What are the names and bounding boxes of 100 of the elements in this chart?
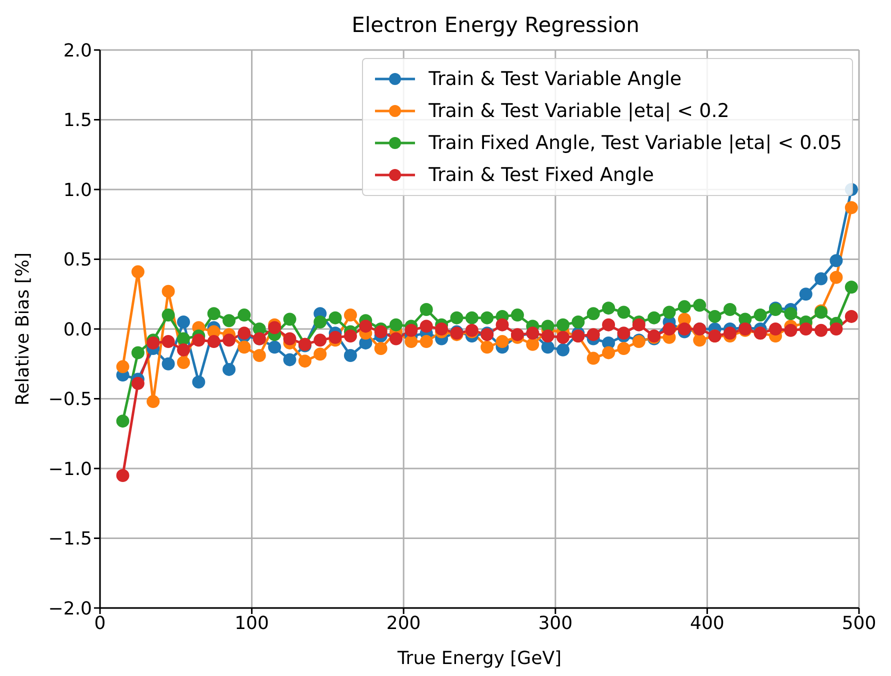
point xyxy=(648,311,661,324)
y-tick-label: 1.5 xyxy=(63,110,92,132)
point xyxy=(435,322,448,336)
point xyxy=(541,340,554,354)
legend-label: Train & Test Fixed Angle xyxy=(428,164,654,186)
point xyxy=(131,265,144,278)
x-tick-label: 200 xyxy=(386,612,421,634)
point xyxy=(314,348,327,361)
point xyxy=(678,300,691,314)
point xyxy=(176,343,190,356)
point xyxy=(662,322,676,336)
point xyxy=(238,308,251,322)
point xyxy=(632,318,646,332)
point xyxy=(390,318,403,332)
x-axis-title: True Energy [GeV] xyxy=(396,648,562,669)
point xyxy=(192,334,206,347)
point xyxy=(298,354,312,368)
legend-label: Train & Test Variable |eta| < 0.2 xyxy=(428,100,730,122)
point xyxy=(496,318,509,332)
point xyxy=(283,353,296,366)
point xyxy=(176,356,190,369)
point xyxy=(404,324,418,337)
point xyxy=(844,201,858,214)
y-tick-label: −0.5 xyxy=(48,389,92,410)
point xyxy=(283,312,296,326)
point xyxy=(693,298,706,312)
point xyxy=(344,329,357,342)
point xyxy=(238,340,251,354)
point xyxy=(344,349,357,362)
chart-title: Electron Energy Regression xyxy=(350,12,640,39)
point xyxy=(662,306,676,319)
x-tick-label: 100 xyxy=(234,612,269,634)
point xyxy=(830,254,843,268)
point xyxy=(404,335,418,348)
point xyxy=(116,468,130,482)
point xyxy=(146,395,160,408)
point xyxy=(314,316,327,329)
point xyxy=(480,340,494,354)
point xyxy=(222,334,236,347)
point xyxy=(374,325,388,338)
point xyxy=(526,338,540,351)
point xyxy=(450,311,464,324)
point xyxy=(602,346,616,360)
point xyxy=(268,340,282,354)
point xyxy=(207,307,220,320)
point xyxy=(586,328,600,342)
point xyxy=(830,322,843,336)
point xyxy=(390,332,403,346)
point xyxy=(799,288,812,301)
point xyxy=(268,321,282,334)
point xyxy=(420,335,433,348)
point xyxy=(146,336,160,350)
point xyxy=(586,307,600,320)
point xyxy=(556,330,570,344)
point xyxy=(556,318,570,332)
legend-label: Train & Test Variable Angle xyxy=(428,68,682,90)
y-axis-title: Relative Bias [%] xyxy=(12,252,34,406)
y-tick-label: −2.0 xyxy=(48,598,92,620)
point xyxy=(328,311,342,324)
y-tick-label: 0.5 xyxy=(63,250,92,271)
point xyxy=(844,310,858,323)
point xyxy=(116,414,130,428)
point xyxy=(556,343,570,356)
point xyxy=(602,302,616,315)
point xyxy=(222,362,236,376)
x-tick-label: 300 xyxy=(538,612,573,634)
point xyxy=(586,352,600,365)
point xyxy=(176,332,190,346)
point xyxy=(328,330,342,344)
y-tick-label: 1.0 xyxy=(63,180,92,201)
point xyxy=(283,332,296,346)
point xyxy=(465,311,478,324)
point xyxy=(799,322,812,336)
point xyxy=(830,270,843,284)
x-tick-label: 400 xyxy=(690,612,724,634)
point xyxy=(496,335,509,348)
y-tick-label: 2.0 xyxy=(63,40,92,62)
point xyxy=(708,310,722,323)
point xyxy=(420,320,433,333)
point xyxy=(723,326,736,340)
y-tick-label: 0.0 xyxy=(63,319,92,340)
point xyxy=(754,308,767,322)
x-tick-label: 500 xyxy=(842,612,876,634)
point xyxy=(678,322,691,336)
point xyxy=(617,306,630,319)
point xyxy=(814,272,828,286)
point xyxy=(723,302,736,316)
point xyxy=(222,314,236,328)
point xyxy=(510,308,524,322)
point xyxy=(131,346,144,360)
point xyxy=(238,326,251,340)
point xyxy=(541,329,554,342)
point xyxy=(572,316,585,329)
y-tick-label: −1.5 xyxy=(48,528,92,550)
point xyxy=(207,335,220,348)
point xyxy=(162,335,175,348)
point xyxy=(784,324,798,337)
point xyxy=(602,318,616,332)
point xyxy=(162,308,175,322)
point xyxy=(252,349,266,362)
